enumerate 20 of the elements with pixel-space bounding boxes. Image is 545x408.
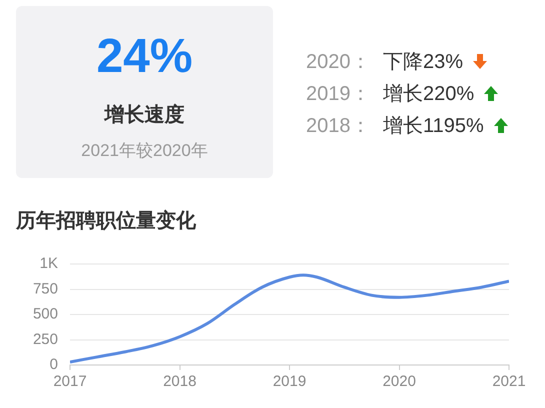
text: 增长速度	[102, 103, 186, 127]
text: 24%	[95, 29, 194, 85]
text: 下降23%	[383, 51, 464, 73]
text: 增长1195%	[383, 115, 484, 137]
text: 2020：	[306, 50, 372, 74]
x-tick-label: 2021	[492, 373, 526, 390]
y-tick-label: 500	[32, 306, 58, 323]
x-tick-label: 2020	[382, 373, 416, 390]
y-tick-label: 1K	[40, 255, 58, 272]
x-tick-label: 2019	[272, 373, 306, 390]
chart-title: 历年招聘职位量变化	[16, 209, 196, 233]
y-tick-label: 0	[50, 356, 58, 374]
text: 2021年较2020年	[80, 141, 209, 161]
text: 2018：	[306, 114, 372, 138]
x-tick-label: 2017	[53, 373, 87, 390]
text: 2019：	[306, 82, 372, 106]
y-tick-label: 750	[32, 280, 58, 298]
text: 增长220%	[383, 83, 474, 105]
y-tick-label: 250	[32, 330, 58, 348]
x-tick-label: 2018	[163, 373, 196, 390]
